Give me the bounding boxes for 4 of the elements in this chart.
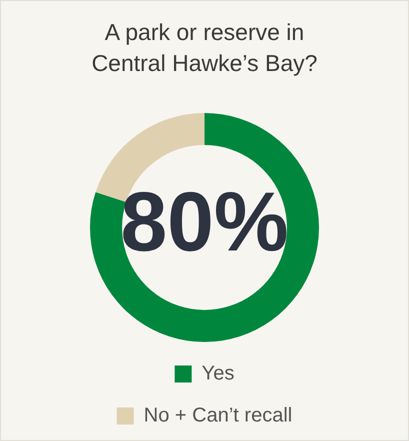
legend-label: Yes xyxy=(202,362,234,385)
legend-label: No + Can’t recall xyxy=(144,404,292,427)
chart-title: A park or reserve in Central Hawke’s Bay? xyxy=(90,18,318,78)
text: 80% xyxy=(120,174,289,269)
